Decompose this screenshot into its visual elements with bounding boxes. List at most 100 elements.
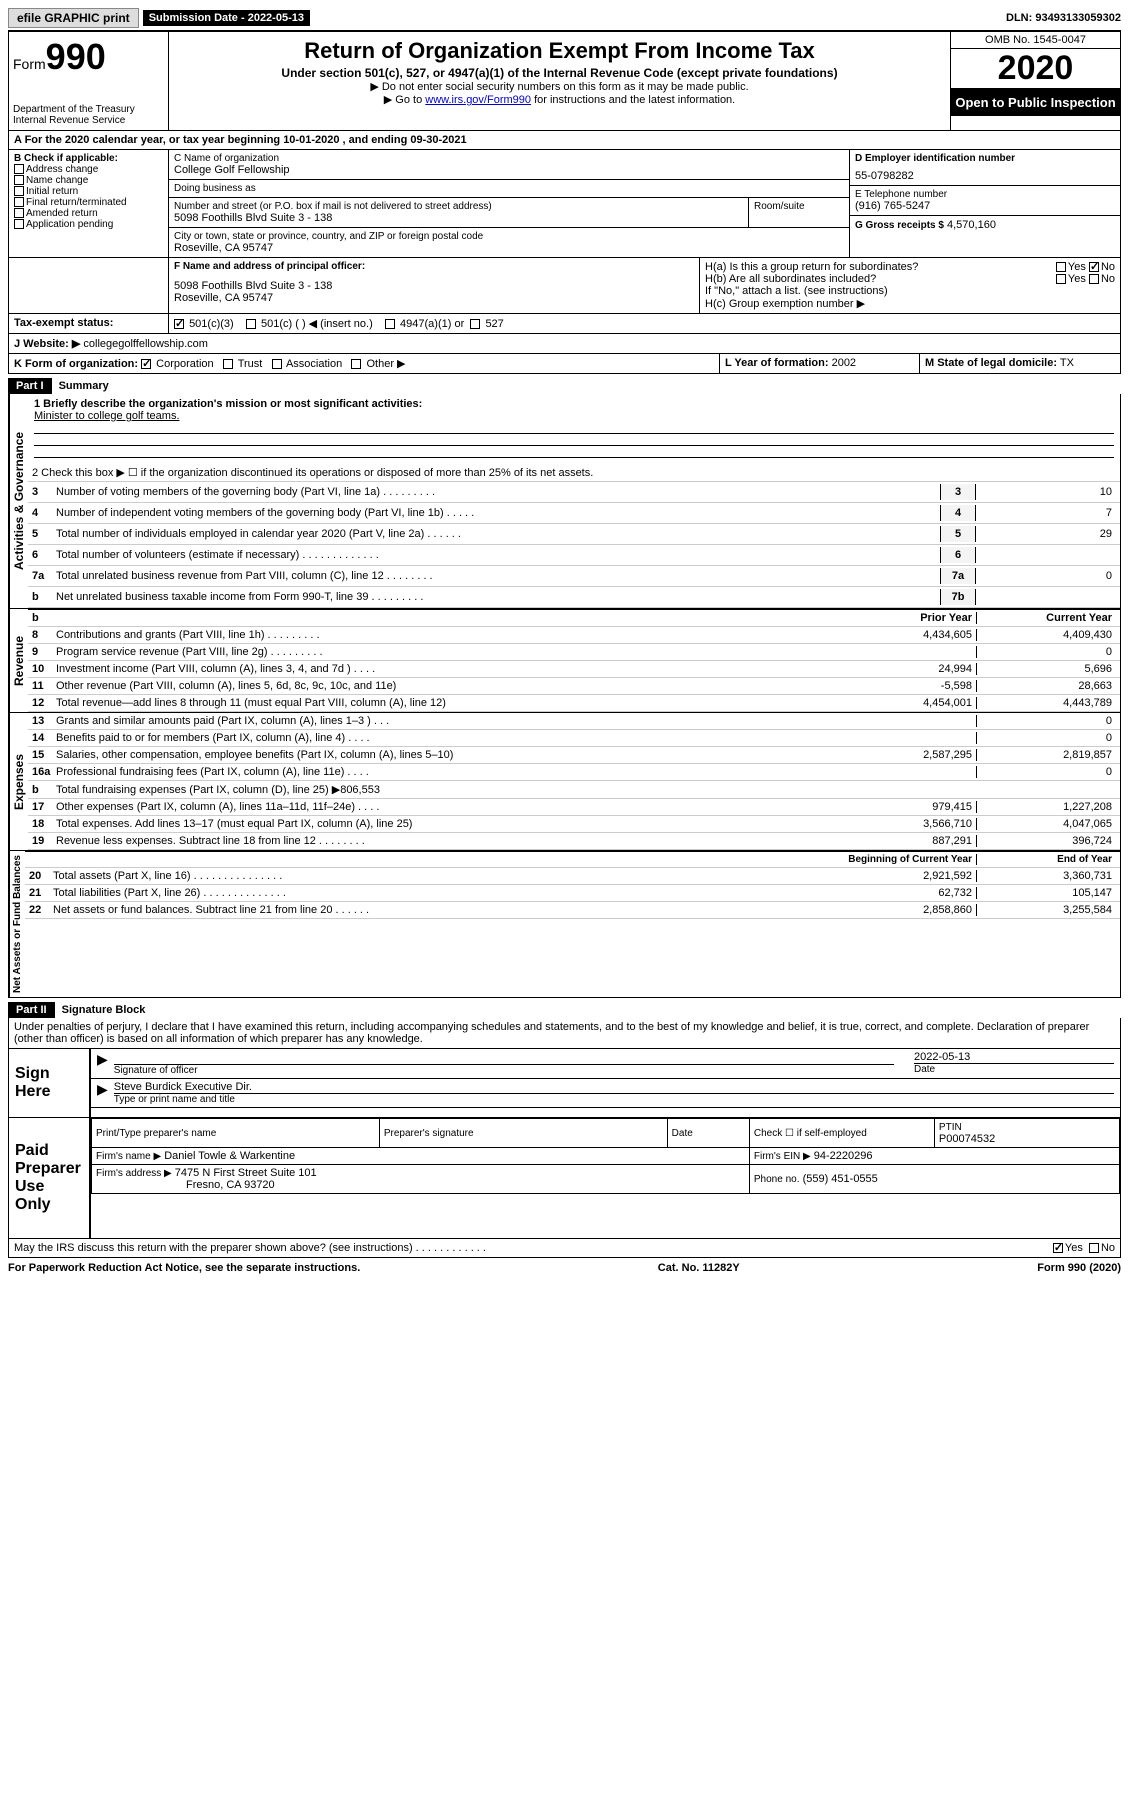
officer-addr1: 5098 Foothills Blvd Suite 3 - 138	[174, 280, 694, 292]
discuss-yes[interactable]	[1053, 1243, 1063, 1253]
check-other[interactable]	[351, 359, 361, 369]
sign-here-label: Sign Here	[9, 1049, 89, 1117]
prep-phone: (559) 451-0555	[803, 1173, 878, 1185]
pra-notice: For Paperwork Reduction Act Notice, see …	[8, 1262, 360, 1274]
state-domicile: TX	[1060, 357, 1074, 369]
discuss-no[interactable]	[1089, 1243, 1099, 1253]
check-corp[interactable]	[141, 359, 151, 369]
submission-date: Submission Date - 2022-05-13	[143, 10, 310, 26]
officer-name: Steve Burdick Executive Dir.	[114, 1081, 1114, 1093]
firm-name: Daniel Towle & Warkentine	[164, 1150, 295, 1162]
efile-print-button[interactable]: efile GRAPHIC print	[8, 8, 139, 28]
summary-line: 20Total assets (Part X, line 16) . . . .…	[25, 868, 1120, 885]
hb-no[interactable]	[1089, 274, 1099, 284]
paid-preparer-block: Paid Preparer Use Only Print/Type prepar…	[8, 1118, 1121, 1239]
hb-note: If "No," attach a list. (see instruction…	[705, 285, 1115, 297]
section-b-label: B Check if applicable:	[14, 153, 163, 164]
summary-line: 10Investment income (Part VIII, column (…	[28, 661, 1120, 678]
note-link: ▶ Go to www.irs.gov/Form990 for instruct…	[177, 93, 942, 106]
check-final-return[interactable]	[14, 197, 24, 207]
check-501c[interactable]	[246, 319, 256, 329]
check-501c3[interactable]	[174, 319, 184, 329]
officer-addr2: Roseville, CA 95747	[174, 292, 694, 304]
form-number: Form990	[13, 36, 164, 78]
firm-addr2: Fresno, CA 93720	[186, 1179, 275, 1191]
col-boy: Beginning of Current Year	[836, 854, 976, 865]
check-4947[interactable]	[385, 319, 395, 329]
vert-revenue: Revenue	[9, 609, 28, 712]
firm-addr1: 7475 N First Street Suite 101	[175, 1167, 317, 1179]
room-label: Room/suite	[754, 201, 844, 212]
city-label: City or town, state or province, country…	[174, 231, 844, 242]
arrow-icon: ▶	[97, 1051, 108, 1076]
ha-no[interactable]	[1089, 262, 1099, 272]
check-app-pending[interactable]	[14, 219, 24, 229]
expenses-block: Expenses 13Grants and similar amounts pa…	[8, 713, 1121, 851]
summary-line: 22Net assets or fund balances. Subtract …	[25, 902, 1120, 919]
summary-line: 9Program service revenue (Part VIII, lin…	[28, 644, 1120, 661]
ein-label: D Employer identification number	[855, 153, 1115, 164]
summary-line: 14Benefits paid to or for members (Part …	[28, 730, 1120, 747]
part1-badge: Part I	[8, 378, 52, 394]
type-name-label: Type or print name and title	[114, 1093, 1114, 1105]
city-value: Roseville, CA 95747	[174, 242, 844, 254]
hb-yes[interactable]	[1056, 274, 1066, 284]
ha-yes[interactable]	[1056, 262, 1066, 272]
ha-label: H(a) Is this a group return for subordin…	[705, 261, 918, 273]
summary-line: 13Grants and similar amounts paid (Part …	[28, 713, 1120, 730]
summary-line: 5Total number of individuals employed in…	[28, 524, 1120, 545]
summary-line: 3Number of voting members of the governi…	[28, 482, 1120, 503]
dba-label: Doing business as	[174, 183, 844, 194]
check-amended[interactable]	[14, 208, 24, 218]
open-inspection: Open to Public Inspection	[951, 89, 1120, 116]
irs-label: Internal Revenue Service	[13, 115, 164, 126]
sig-officer-label: Signature of officer	[114, 1065, 894, 1076]
line2: 2 Check this box ▶ ☐ if the organization…	[32, 466, 1116, 479]
sign-here-block: Sign Here ▶ Signature of officer 2022-05…	[8, 1049, 1121, 1118]
dept-treasury: Department of the Treasury	[13, 104, 164, 115]
summary-line: bTotal fundraising expenses (Part IX, co…	[28, 781, 1120, 799]
col-eoy: End of Year	[976, 854, 1116, 865]
gross-label: G Gross receipts $	[855, 220, 944, 231]
part1-title: Summary	[59, 380, 109, 392]
summary-line: 12Total revenue—add lines 8 through 11 (…	[28, 695, 1120, 712]
check-name-change[interactable]	[14, 175, 24, 185]
part2-header-row: Part II Signature Block	[8, 998, 1121, 1018]
check-trust[interactable]	[223, 359, 233, 369]
firm-ein: 94-2220296	[814, 1150, 873, 1162]
check-address-change[interactable]	[14, 164, 24, 174]
check-527[interactable]	[470, 319, 480, 329]
form-title: Return of Organization Exempt From Incom…	[177, 38, 942, 64]
form990-link[interactable]: www.irs.gov/Form990	[425, 94, 531, 106]
org-name: College Golf Fellowship	[174, 164, 844, 176]
officer-h-row: F Name and address of principal officer:…	[8, 258, 1121, 314]
summary-line: 11Other revenue (Part VIII, column (A), …	[28, 678, 1120, 695]
col-current: Current Year	[976, 612, 1116, 624]
date-label: Date	[914, 1063, 1114, 1075]
check-assoc[interactable]	[272, 359, 282, 369]
note-ssn: ▶ Do not enter social security numbers o…	[177, 80, 942, 93]
form-ref: Form 990 (2020)	[1037, 1262, 1121, 1274]
hb-label: H(b) Are all subordinates included?	[705, 273, 876, 285]
summary-line: 18Total expenses. Add lines 13–17 (must …	[28, 816, 1120, 833]
top-bar: efile GRAPHIC print Submission Date - 20…	[8, 8, 1121, 31]
cat-no: Cat. No. 11282Y	[658, 1262, 740, 1274]
section-a-period: A For the 2020 calendar year, or tax yea…	[8, 131, 1121, 150]
activities-governance: Activities & Governance 1 Briefly descri…	[8, 394, 1121, 609]
arrow-icon: ▶	[97, 1081, 108, 1105]
gross-value: 4,570,160	[947, 219, 996, 231]
discuss-row: May the IRS discuss this return with the…	[8, 1239, 1121, 1258]
net-assets-block: Net Assets or Fund Balances Beginning of…	[8, 851, 1121, 998]
name-label: C Name of organization	[174, 153, 844, 164]
phone-label: E Telephone number	[855, 189, 1115, 200]
street-label: Number and street (or P.O. box if mail i…	[174, 201, 743, 212]
check-initial-return[interactable]	[14, 186, 24, 196]
page-footer: For Paperwork Reduction Act Notice, see …	[8, 1258, 1121, 1274]
street-value: 5098 Foothills Blvd Suite 3 - 138	[174, 212, 743, 224]
sig-date: 2022-05-13	[914, 1051, 1114, 1063]
website-row: J Website: ▶ collegegolffellowship.com	[8, 334, 1121, 354]
summary-line: 16aProfessional fundraising fees (Part I…	[28, 764, 1120, 781]
form-header: Form990 Department of the Treasury Inter…	[8, 31, 1121, 131]
part2-title: Signature Block	[62, 1004, 146, 1016]
paid-preparer-label: Paid Preparer Use Only	[9, 1118, 89, 1238]
